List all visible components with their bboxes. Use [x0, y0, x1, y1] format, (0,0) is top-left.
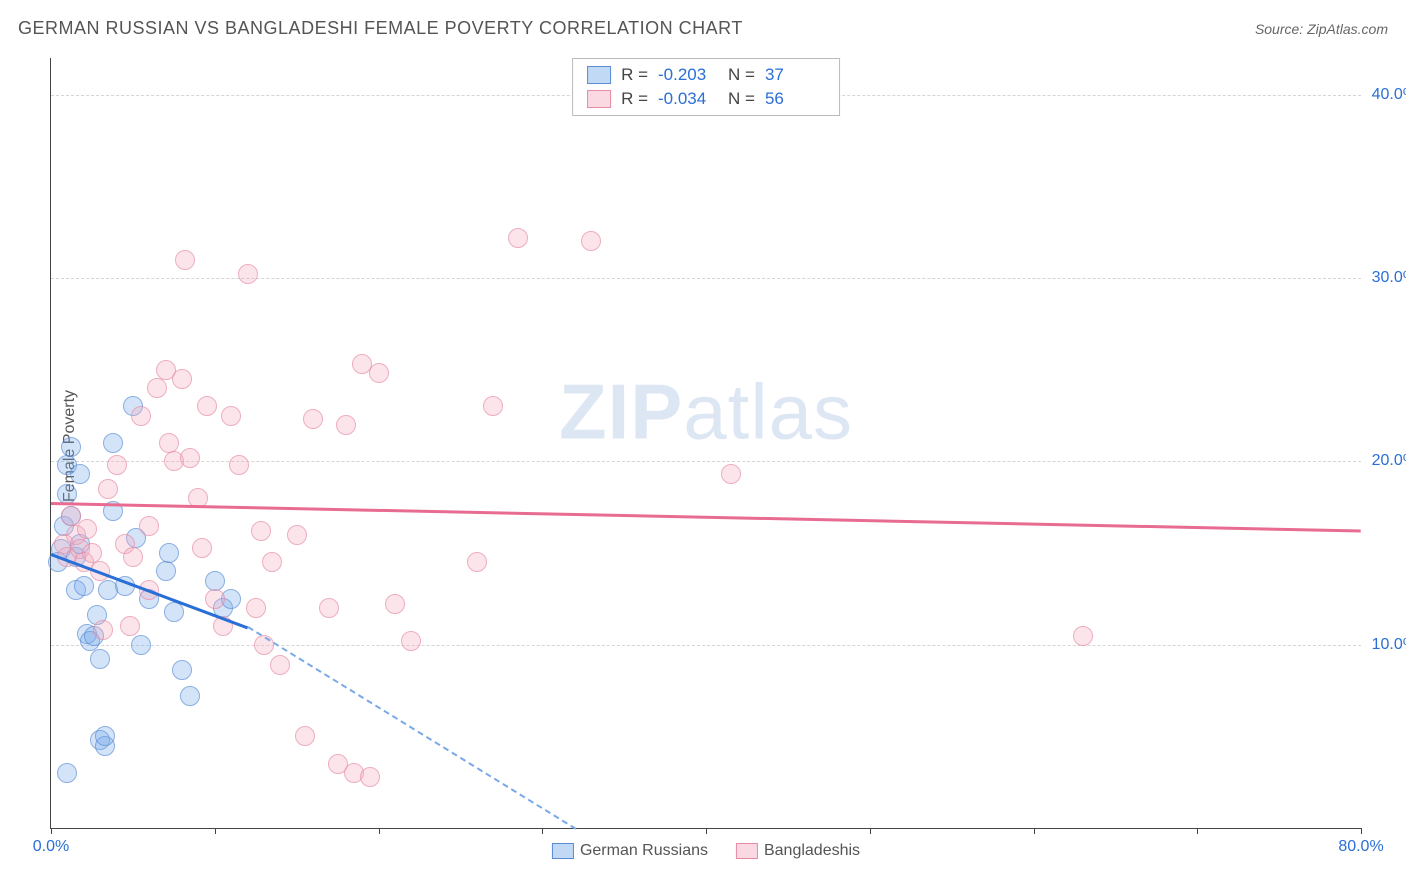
x-tick-mark: [542, 828, 543, 834]
y-tick-label: 40.0%: [1372, 86, 1406, 104]
scatter-point: [120, 616, 140, 636]
watermark-light: atlas: [683, 368, 853, 456]
scatter-point: [1073, 626, 1093, 646]
scatter-point: [147, 378, 167, 398]
legend-swatch: [587, 66, 611, 84]
r-value: -0.203: [658, 65, 718, 85]
scatter-point: [70, 464, 90, 484]
source-label: Source:: [1255, 21, 1307, 37]
x-tick-mark: [215, 828, 216, 834]
scatter-point: [205, 571, 225, 591]
scatter-point: [238, 264, 258, 284]
scatter-point: [159, 433, 179, 453]
x-tick-label: 0.0%: [33, 838, 69, 856]
scatter-point: [336, 415, 356, 435]
scatter-point: [74, 576, 94, 596]
scatter-point: [131, 635, 151, 655]
n-value: 37: [765, 65, 825, 85]
scatter-point: [139, 516, 159, 536]
x-tick-mark: [379, 828, 380, 834]
r-label: R =: [621, 89, 648, 109]
scatter-point: [581, 231, 601, 251]
watermark: ZIPatlas: [559, 367, 853, 458]
scatter-point: [246, 598, 266, 618]
x-tick-mark: [1197, 828, 1198, 834]
scatter-point: [61, 437, 81, 457]
scatter-point: [103, 433, 123, 453]
scatter-chart: ZIPatlas 10.0%20.0%30.0%40.0%0.0%80.0%R …: [50, 58, 1361, 829]
scatter-point: [98, 479, 118, 499]
x-tick-label: 80.0%: [1338, 838, 1383, 856]
scatter-point: [192, 538, 212, 558]
trend-line: [247, 626, 576, 829]
scatter-point: [172, 369, 192, 389]
watermark-bold: ZIP: [559, 368, 683, 456]
scatter-point: [303, 409, 323, 429]
scatter-point: [229, 455, 249, 475]
legend-swatch: [736, 843, 758, 859]
scatter-point: [159, 543, 179, 563]
y-tick-label: 20.0%: [1372, 452, 1406, 470]
legend-item: Bangladeshis: [736, 842, 860, 860]
scatter-point: [270, 655, 290, 675]
chart-title: GERMAN RUSSIAN VS BANGLADESHI FEMALE POV…: [18, 18, 743, 39]
scatter-point: [82, 543, 102, 563]
scatter-point: [172, 660, 192, 680]
scatter-point: [483, 396, 503, 416]
scatter-point: [251, 521, 271, 541]
y-tick-label: 30.0%: [1372, 269, 1406, 287]
n-label: N =: [728, 65, 755, 85]
x-tick-mark: [51, 828, 52, 834]
scatter-point: [467, 552, 487, 572]
scatter-point: [175, 250, 195, 270]
scatter-point: [180, 448, 200, 468]
legend-swatch: [552, 843, 574, 859]
r-label: R =: [621, 65, 648, 85]
x-tick-mark: [1034, 828, 1035, 834]
scatter-point: [77, 519, 97, 539]
scatter-point: [319, 598, 339, 618]
scatter-point: [262, 552, 282, 572]
x-tick-mark: [1361, 828, 1362, 834]
scatter-point: [164, 602, 184, 622]
legend-row: R = -0.203 N = 37: [587, 63, 825, 87]
scatter-point: [180, 686, 200, 706]
scatter-point: [385, 594, 405, 614]
scatter-point: [131, 406, 151, 426]
scatter-point: [95, 726, 115, 746]
scatter-point: [295, 726, 315, 746]
x-tick-mark: [706, 828, 707, 834]
scatter-point: [107, 455, 127, 475]
scatter-point: [221, 406, 241, 426]
scatter-point: [360, 767, 380, 787]
n-value: 56: [765, 89, 825, 109]
correlation-legend: R = -0.203 N = 37 R = -0.034 N = 56: [572, 58, 840, 116]
scatter-point: [197, 396, 217, 416]
r-value: -0.034: [658, 89, 718, 109]
legend-item: German Russians: [552, 842, 708, 860]
scatter-point: [123, 547, 143, 567]
scatter-point: [93, 620, 113, 640]
legend-swatch: [587, 90, 611, 108]
scatter-point: [90, 649, 110, 669]
scatter-point: [287, 525, 307, 545]
trend-line: [51, 502, 1361, 532]
scatter-point: [205, 589, 225, 609]
gridline: [51, 645, 1361, 646]
scatter-point: [721, 464, 741, 484]
legend-row: R = -0.034 N = 56: [587, 87, 825, 111]
y-tick-label: 10.0%: [1372, 636, 1406, 654]
x-tick-mark: [870, 828, 871, 834]
scatter-point: [401, 631, 421, 651]
scatter-point: [156, 561, 176, 581]
source-name: ZipAtlas.com: [1307, 21, 1388, 37]
scatter-point: [369, 363, 389, 383]
scatter-point: [508, 228, 528, 248]
n-label: N =: [728, 89, 755, 109]
scatter-point: [57, 763, 77, 783]
source-credit: Source: ZipAtlas.com: [1255, 21, 1388, 37]
series-legend: German Russians Bangladeshis: [552, 842, 860, 860]
chart-header: GERMAN RUSSIAN VS BANGLADESHI FEMALE POV…: [18, 18, 1388, 39]
